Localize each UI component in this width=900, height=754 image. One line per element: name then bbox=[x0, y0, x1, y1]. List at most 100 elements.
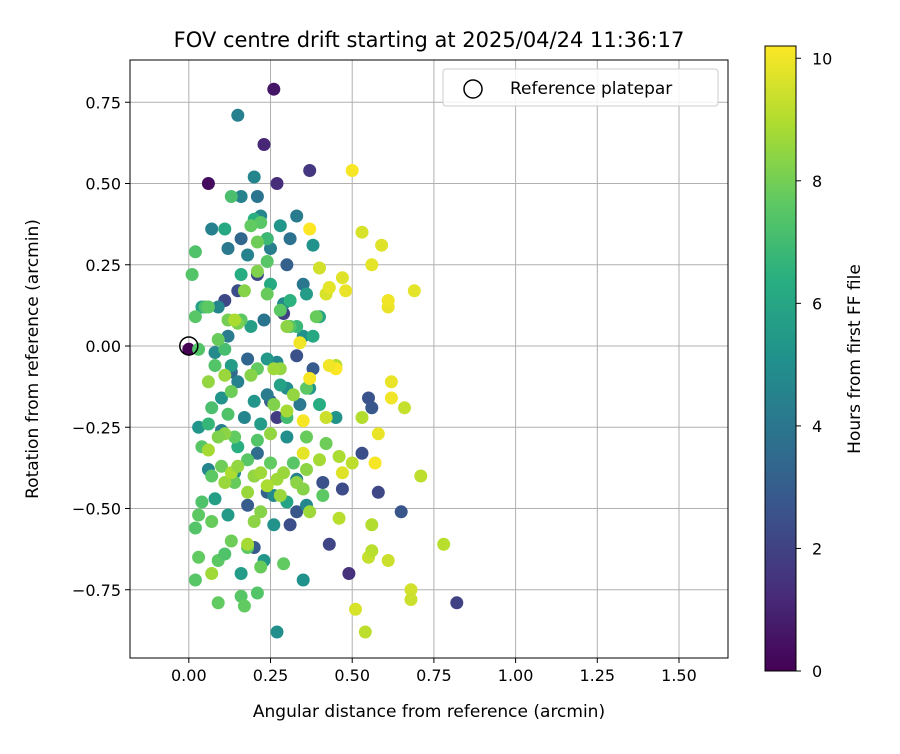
data-point bbox=[201, 375, 215, 389]
data-point bbox=[384, 391, 398, 405]
data-point bbox=[247, 515, 261, 528]
data-point bbox=[277, 466, 291, 480]
data-point bbox=[208, 359, 222, 372]
data-point bbox=[188, 245, 202, 259]
x-tick-label: 0.25 bbox=[253, 666, 289, 685]
data-point bbox=[300, 287, 313, 301]
data-point bbox=[218, 222, 232, 236]
data-point bbox=[260, 388, 274, 402]
x-tick-label: 0.00 bbox=[171, 666, 207, 685]
data-point bbox=[362, 391, 375, 405]
data-point bbox=[218, 476, 232, 489]
data-point bbox=[303, 222, 317, 236]
data-point bbox=[332, 511, 346, 525]
data-point bbox=[267, 518, 281, 532]
data-point bbox=[241, 537, 255, 551]
data-point bbox=[280, 320, 294, 333]
y-tick-label: −0.50 bbox=[72, 500, 121, 519]
data-point bbox=[296, 446, 310, 460]
data-point bbox=[250, 235, 264, 249]
data-point bbox=[273, 303, 287, 317]
data-point bbox=[365, 258, 379, 272]
data-point bbox=[201, 417, 215, 431]
data-point bbox=[322, 359, 336, 372]
data-point bbox=[398, 401, 411, 415]
data-point bbox=[237, 599, 251, 613]
data-point bbox=[188, 310, 202, 324]
data-point bbox=[257, 313, 271, 327]
data-point bbox=[254, 466, 268, 480]
data-point bbox=[309, 310, 323, 324]
data-point bbox=[267, 82, 281, 96]
data-point bbox=[208, 492, 222, 506]
data-point bbox=[250, 190, 264, 203]
data-point bbox=[201, 443, 215, 457]
data-point bbox=[201, 300, 215, 314]
data-point bbox=[254, 216, 268, 229]
data-point bbox=[283, 518, 297, 532]
colorbar-tick-label: 4 bbox=[812, 417, 822, 436]
data-point bbox=[303, 372, 317, 385]
data-point bbox=[224, 190, 238, 203]
data-point bbox=[188, 521, 202, 535]
data-point bbox=[280, 404, 294, 418]
data-point bbox=[260, 255, 274, 268]
data-point bbox=[381, 554, 395, 567]
data-point bbox=[329, 411, 343, 424]
data-point bbox=[450, 596, 464, 610]
data-point bbox=[215, 459, 228, 473]
data-point bbox=[231, 440, 245, 454]
data-point bbox=[283, 294, 297, 307]
colorbar-label: Hours from first FF file bbox=[845, 264, 865, 454]
data-point bbox=[231, 108, 245, 122]
data-point bbox=[224, 359, 238, 372]
data-point bbox=[404, 583, 418, 597]
data-point bbox=[221, 508, 235, 522]
x-tick-label: 0.75 bbox=[416, 666, 452, 685]
data-point bbox=[407, 284, 421, 298]
colorbar-tick-label: 2 bbox=[812, 539, 822, 558]
data-point bbox=[234, 567, 248, 580]
data-point bbox=[286, 456, 300, 470]
data-point bbox=[237, 284, 251, 298]
chart-title: FOV centre drift starting at 2025/04/24 … bbox=[174, 28, 685, 52]
data-point bbox=[437, 537, 451, 551]
data-point bbox=[211, 300, 225, 314]
data-point bbox=[185, 268, 199, 281]
data-point bbox=[205, 401, 219, 415]
data-point bbox=[277, 557, 291, 571]
y-tick-label: −0.25 bbox=[72, 418, 121, 437]
y-tick-label: 0.75 bbox=[85, 93, 121, 112]
data-point bbox=[192, 420, 206, 434]
data-point bbox=[247, 170, 261, 184]
y-axis-ticks: −0.75 −0.50 −0.25 0.00 0.25 0.50 0.75 bbox=[72, 93, 130, 600]
colorbar-gradient bbox=[764, 45, 797, 672]
data-point bbox=[234, 232, 248, 246]
data-point bbox=[228, 313, 242, 327]
data-point bbox=[218, 342, 232, 356]
data-point bbox=[375, 238, 389, 252]
data-point bbox=[250, 433, 264, 447]
data-point bbox=[241, 498, 255, 512]
data-point bbox=[241, 485, 255, 499]
data-point bbox=[355, 411, 369, 424]
data-point bbox=[192, 550, 206, 564]
data-point bbox=[254, 560, 268, 574]
data-point bbox=[319, 411, 333, 424]
x-axis-ticks: 0.00 0.25 0.50 0.75 1.00 1.25 1.50 bbox=[171, 658, 697, 685]
data-point bbox=[244, 368, 258, 382]
data-point bbox=[270, 625, 284, 639]
data-point bbox=[211, 596, 225, 610]
data-point bbox=[234, 268, 248, 281]
data-point bbox=[300, 430, 313, 444]
data-point bbox=[313, 261, 326, 275]
data-point bbox=[260, 352, 274, 366]
data-point bbox=[224, 534, 238, 548]
data-point bbox=[355, 446, 369, 460]
reference-platepar-marker bbox=[179, 336, 199, 356]
data-point bbox=[244, 219, 258, 233]
data-points bbox=[182, 82, 464, 639]
data-point bbox=[264, 242, 277, 255]
